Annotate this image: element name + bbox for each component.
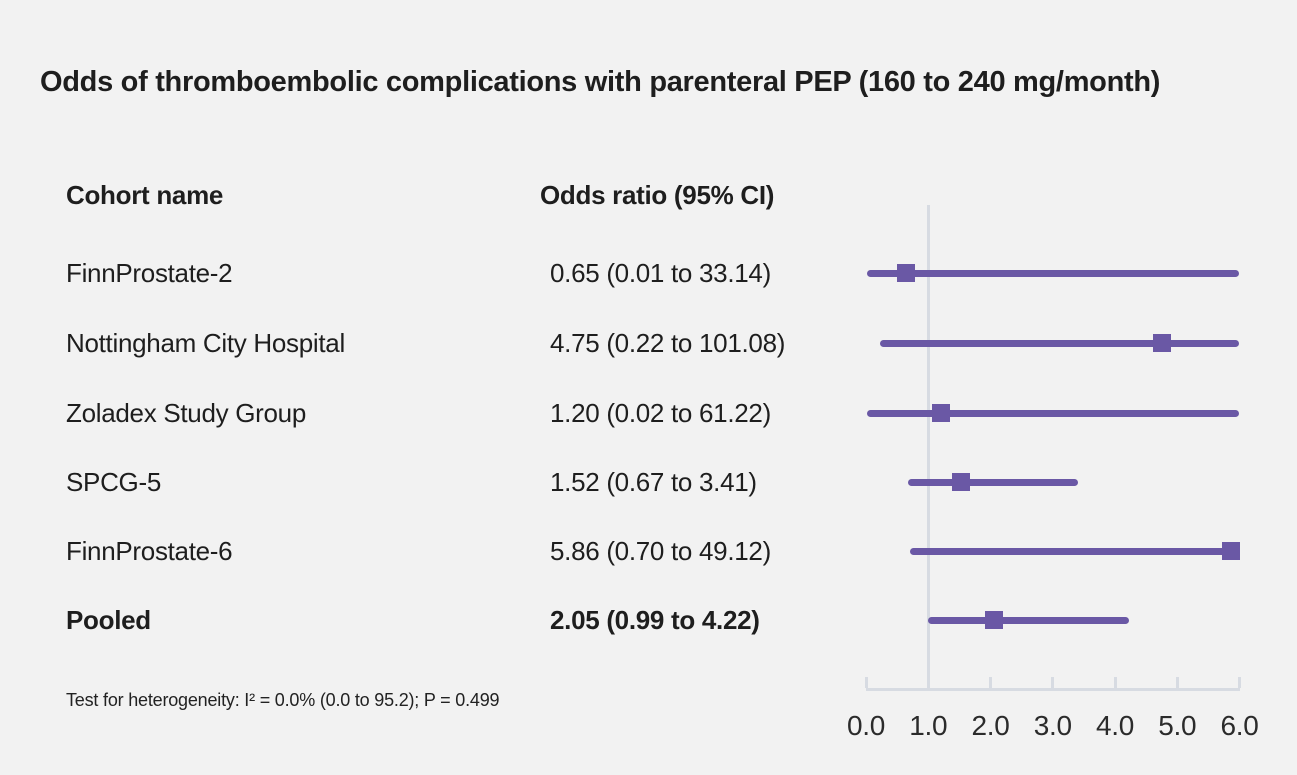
x-axis-tick	[926, 677, 930, 688]
odds-ratio-value: 0.65 (0.01 to 33.14)	[550, 258, 771, 288]
column-header-odds-ratio: Odds ratio (95% CI)	[540, 180, 775, 210]
cohort-label: Nottingham City Hospital	[66, 328, 345, 358]
ci-line	[879, 339, 1240, 347]
odds-ratio-value: 5.86 (0.70 to 49.12)	[550, 536, 771, 566]
figure-title: Odds of thromboembolic complications wit…	[40, 66, 1161, 98]
ci-line	[867, 409, 1240, 417]
ci-line	[909, 547, 1240, 555]
odds-ratio-value: 2.05 (0.99 to 4.22)	[550, 605, 760, 635]
reference-line	[926, 205, 930, 688]
ci-line	[927, 616, 1129, 624]
x-axis-tick-label: 1.0	[909, 710, 948, 741]
x-axis-tick-label: 5.0	[1158, 710, 1197, 741]
x-axis-tick-label: 6.0	[1220, 710, 1259, 741]
point-estimate-marker	[897, 264, 916, 282]
x-axis	[866, 688, 1240, 691]
cohort-label: FinnProstate-2	[66, 258, 233, 288]
cohort-label: SPCG-5	[66, 467, 162, 497]
point-estimate-marker	[984, 611, 1003, 629]
x-axis-tick-label: 2.0	[971, 710, 1010, 741]
x-axis-tick	[1238, 677, 1241, 688]
heterogeneity-footnote: Test for heterogeneity: I² = 0.0% (0.0 t…	[66, 690, 500, 710]
point-estimate-marker	[931, 404, 950, 422]
odds-ratio-value: 4.75 (0.22 to 101.08)	[550, 328, 786, 358]
cohort-label: Pooled	[66, 605, 151, 635]
x-axis-tick	[1051, 677, 1055, 688]
cohort-label: Zoladex Study Group	[66, 398, 306, 428]
ci-line	[866, 269, 1240, 277]
ci-line	[907, 478, 1079, 486]
x-axis-tick-label: 3.0	[1033, 710, 1072, 741]
x-axis-tick	[989, 677, 992, 688]
forest-plot: 0.0 1.0 2.0 3.0 4.0 5.0 6.0	[847, 205, 1259, 755]
cohort-label: FinnProstate-6	[66, 536, 233, 566]
x-axis-tick	[1113, 677, 1117, 688]
x-axis-tick	[1175, 677, 1179, 688]
column-header-cohort: Cohort name	[66, 180, 224, 210]
point-estimate-marker	[1221, 542, 1240, 560]
point-estimate-marker	[1152, 334, 1171, 352]
x-axis-tick	[864, 677, 868, 688]
x-axis-tick-label: 4.0	[1095, 710, 1135, 741]
point-estimate-marker	[951, 473, 970, 491]
odds-ratio-value: 1.20 (0.02 to 61.22)	[550, 398, 771, 428]
odds-ratio-value: 1.52 (0.67 to 3.41)	[550, 467, 757, 497]
x-axis-tick-label: 0.0	[846, 710, 886, 741]
